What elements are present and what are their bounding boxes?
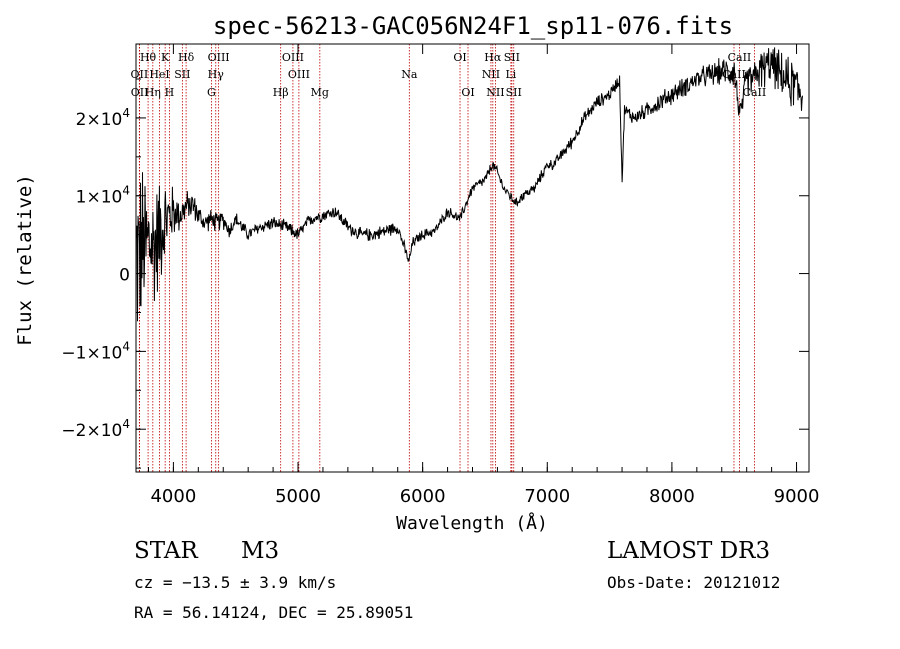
y-axis-label: Flux (relative) — [14, 174, 36, 346]
x-tick-label-5: 9000 — [774, 486, 820, 507]
x-tick-label-3: 7000 — [524, 486, 570, 507]
line-marker-label-9: OIII — [208, 51, 230, 64]
line-marker-label-11: G — [207, 86, 216, 99]
line-marker-label-22: Li — [505, 68, 516, 81]
line-marker-label-19: Hα — [484, 51, 502, 64]
line-marker-label-27: CaII — [743, 86, 767, 99]
line-marker-labels: Hθ OII OII K HeI Hη Hδ SII H OIII Hγ G OIII OIII Hβ Mg N… — [131, 51, 767, 99]
line-marker-label-7: SII — [174, 68, 190, 81]
y-tick-label-3: 1×104 — [76, 184, 130, 208]
object-subclass: M3 — [241, 538, 280, 564]
line-marker-label-25: CaII — [728, 51, 752, 64]
y-tick-label-2: 0 — [119, 266, 130, 286]
plot-frame — [135, 43, 810, 473]
x-axis-label: Wavelength (Å) — [396, 512, 548, 534]
line-marker-label-20: SII — [504, 51, 520, 64]
line-marker-label-6: Hδ — [178, 51, 195, 64]
line-marker-label-12: OIII — [282, 51, 304, 64]
line-marker-label-15: Mg — [311, 86, 329, 99]
coordinates-readout: RA = 56.14124, DEC = 25.89051 — [134, 603, 414, 622]
line-marker-label-2: OII — [131, 86, 149, 99]
y-tick-label-1: −1×104 — [61, 339, 130, 363]
line-marker-label-3: K — [161, 51, 170, 64]
line-marker-label-5: Hη — [145, 86, 161, 99]
x-tick-label-2: 6000 — [400, 486, 446, 507]
line-marker-label-16: Na — [401, 68, 418, 81]
line-marker-label-17: OI — [453, 51, 466, 64]
line-marker-label-13: OIII — [288, 68, 310, 81]
line-markers — [138, 44, 755, 472]
object-class: STAR — [134, 538, 198, 564]
line-marker-label-10: Hγ — [208, 68, 225, 81]
axis-ticks: 4000 5000 6000 7000 8000 9000 −2×104 −1×104 0 1×1… — [61, 44, 819, 507]
x-tick-label-4: 8000 — [649, 486, 695, 507]
x-tick-label-1: 5000 — [275, 486, 321, 507]
line-marker-label-23: NII — [486, 86, 504, 99]
y-tick-label-4: 2×104 — [76, 106, 130, 130]
line-marker-label-21: NII — [482, 68, 500, 81]
spectrum-line — [135, 47, 803, 322]
line-marker-label-14: Hβ — [273, 86, 289, 99]
y-tick-label-0: −2×104 — [61, 417, 130, 441]
chart-title: spec-56213-GAC056N24F1_sp11-076.fits — [213, 12, 733, 40]
x-tick-label-0: 4000 — [150, 486, 196, 507]
line-marker-label-18: OI — [461, 86, 474, 99]
survey-label: LAMOST DR3 — [607, 538, 771, 564]
line-marker-label-1: OII — [131, 68, 149, 81]
line-marker-label-24: SII — [506, 86, 522, 99]
line-marker-label-0: Hθ — [140, 51, 157, 64]
line-marker-label-4: HeI — [149, 68, 169, 81]
line-marker-label-8: H — [165, 86, 175, 99]
obs-date: Obs-Date: 20121012 — [607, 573, 781, 592]
redshift-readout: cz = −13.5 ± 3.9 km/s — [134, 573, 337, 592]
